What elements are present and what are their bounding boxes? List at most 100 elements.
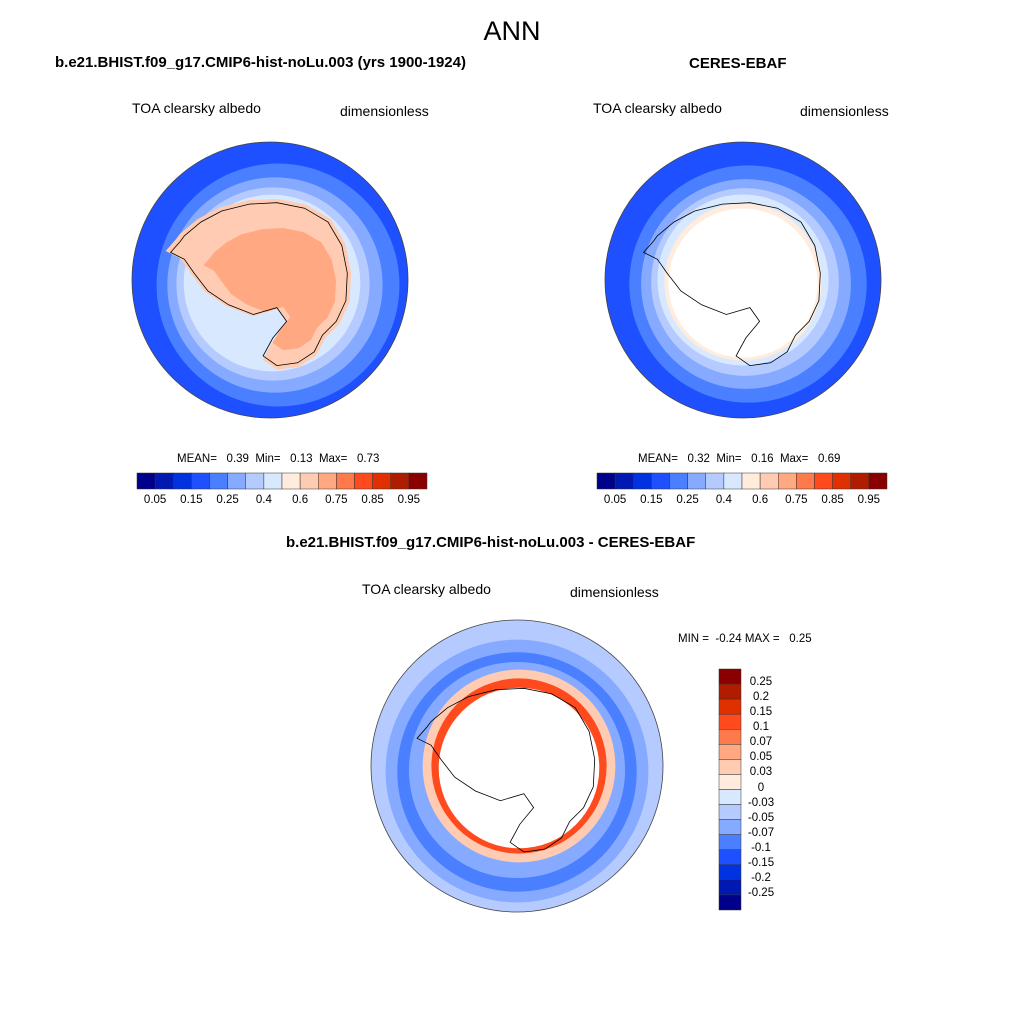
colorbar-tick-label: -0.07 (747, 826, 775, 839)
colorbar-tick-label: 0.07 (749, 736, 773, 749)
colorbar-tick-label: 0.15 (180, 494, 203, 506)
colorbar-tick-label: -0.05 (747, 811, 775, 824)
panel1-colorbar-box (227, 472, 246, 490)
min-label: Min= (716, 453, 742, 465)
panel2-colorbar-box (850, 472, 870, 490)
panel3-stats: MIN = -0.24 MAX = 0.25 (678, 633, 812, 645)
panel2-colorbar-box (796, 472, 815, 490)
panel2-colorbar-box (723, 472, 743, 490)
panel2-units: dimensionless (800, 103, 889, 119)
panel1-colorbar-box (154, 472, 174, 490)
panel1-colorbar-box (245, 472, 265, 490)
panel1-colorbar-box (263, 472, 283, 490)
panel1-units: dimensionless (340, 103, 429, 119)
colorbar-tick-label: -0.15 (747, 856, 775, 869)
colorbar-tick-label: 0.03 (749, 766, 773, 779)
max-label: Max= (318, 453, 348, 465)
panel2-colorbar-box (778, 472, 797, 490)
panel2-variable: TOA clearsky albedo (593, 100, 722, 116)
colorbar-tick-label: 0.95 (397, 494, 421, 506)
panel2-colorbar-box (651, 472, 670, 490)
panel2-missing-data (668, 208, 818, 358)
colorbar-tick-label: 0.25 (749, 676, 773, 689)
colorbar-tick-label: 0.1 (753, 721, 769, 734)
colorbar-tick-label: 0.4 (715, 494, 732, 506)
panel2-colorbar-box (687, 472, 706, 490)
panel2-coastline (642, 202, 821, 367)
panel1-map-border (131, 141, 409, 419)
colorbar-tick-label: 0.4 (255, 494, 272, 506)
panel2-colorbar-box (741, 472, 761, 490)
panel3-colorbar-box (718, 668, 742, 685)
colorbar-tick-label: 0.05 (749, 751, 773, 764)
panel2-title: CERES-EBAF (689, 55, 787, 72)
panel3-colorbar-box (718, 744, 742, 760)
panel3-colorbar-box (718, 789, 742, 805)
panel3-colorbar-box (718, 759, 742, 775)
colorbar-tick-label: -0.1 (751, 841, 771, 854)
max-value: 0.25 (789, 633, 812, 645)
panel2-colorbar-box (705, 472, 725, 490)
min-value: 0.13 (290, 453, 313, 465)
colorbar-tick-label: 0.85 (821, 494, 844, 506)
figure-title: ANN (483, 16, 541, 46)
colorbar-tick-label: 0.15 (749, 706, 773, 719)
panel1-colorbar-box (209, 472, 228, 490)
mean-value: 0.32 (687, 453, 710, 465)
min-label: MIN = (678, 633, 709, 645)
panel3-colorbar-box (718, 683, 742, 700)
panel1-colorbar-box (354, 472, 373, 490)
colorbar-tick-label: 0.75 (785, 494, 808, 506)
panel1-colorbar-box (136, 472, 156, 490)
panel3-colorbar-box (718, 864, 742, 881)
panel3-colorbar-box (718, 819, 742, 835)
colorbar-tick-label: 0 (757, 781, 765, 794)
min-value: 0.16 (751, 453, 774, 465)
panel3-colorbar-box (718, 729, 742, 745)
mean-label: MEAN= (177, 453, 217, 465)
panel2-colorbar-box (832, 472, 851, 490)
colorbar-tick-label: -0.25 (747, 886, 775, 899)
panel3-colorbar-box (718, 698, 742, 715)
min-value: -0.24 (715, 633, 742, 645)
panel3-colorbar-box (718, 774, 742, 790)
panel2-colorbar-box (868, 472, 888, 490)
panel2-stats: MEAN= 0.32 Min= 0.16 Max= 0.69 (638, 453, 840, 465)
max-label: MAX = (744, 633, 780, 645)
panel1-colorbar-box (299, 472, 319, 490)
panel1-colorbar-box (372, 472, 391, 490)
colorbar-tick-label: 0.85 (361, 494, 384, 506)
colorbar-tick-label: 0.15 (640, 494, 663, 506)
mean-value: 0.39 (226, 453, 249, 465)
panel1-colorbar-box (390, 472, 410, 490)
panel1-colorbar-box (318, 472, 337, 490)
colorbar-tick-label: 0.25 (676, 494, 699, 506)
colorbar-tick-label: 0.25 (216, 494, 239, 506)
panel3-colorbar-box (718, 834, 742, 850)
panel2-colorbar-box (596, 472, 616, 490)
panel1-coastline (169, 202, 348, 367)
panel2-colorbar-box (814, 472, 833, 490)
panel2-colorbar-box (633, 472, 652, 490)
colorbar-tick-label: 0.2 (753, 691, 769, 704)
colorbar-tick-label: 0.95 (857, 494, 881, 506)
panel3-colorbar-box (718, 849, 742, 866)
panel3-title: b.e21.BHIST.f09_g17.CMIP6-hist-noLu.003 … (286, 534, 696, 551)
panel3-colorbar-box (718, 879, 742, 896)
panel3-missing-data (438, 687, 600, 849)
panel3-colorbar-box (718, 713, 742, 730)
colorbar-tick-label: 0.05 (143, 494, 167, 506)
panel3-variable: TOA clearsky albedo (362, 581, 491, 597)
panel2-map-border (604, 141, 882, 419)
colorbar-tick-label: 0.6 (292, 494, 309, 506)
colorbar-tick-label: 0.75 (325, 494, 348, 506)
colorbar-tick-label: 0.05 (603, 494, 627, 506)
min-label: Min= (255, 453, 281, 465)
max-value: 0.73 (357, 453, 380, 465)
panel1-plateau-fill (203, 228, 336, 351)
panel3-colorbar-box (718, 804, 742, 820)
panel1-title: b.e21.BHIST.f09_g17.CMIP6-hist-noLu.003 … (55, 54, 466, 71)
panel3-coastline (416, 687, 596, 853)
